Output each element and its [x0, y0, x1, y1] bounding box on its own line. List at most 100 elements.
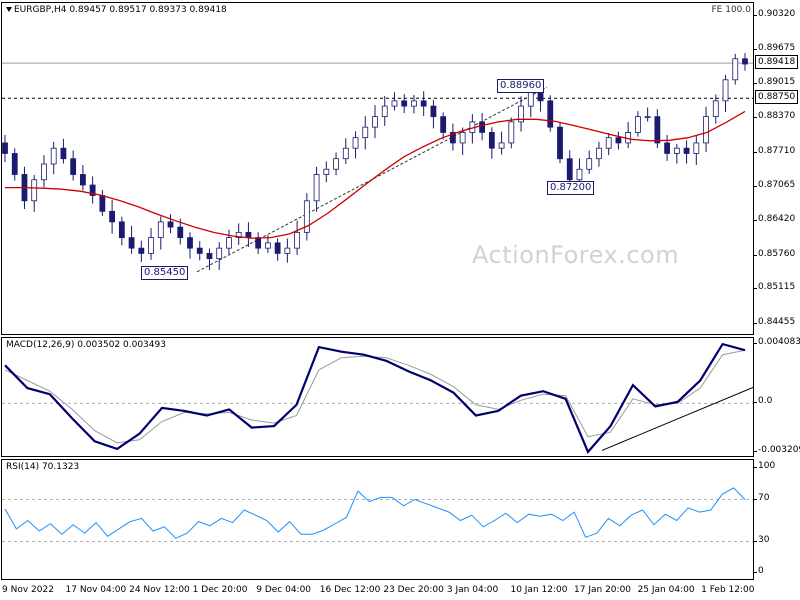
price-annotation: 0.85450	[141, 265, 189, 280]
candle-body	[342, 147, 349, 160]
candle-body	[566, 158, 573, 181]
rsi-tick-label: 0	[754, 566, 764, 576]
time-tick-label: 9 Dec 04:00	[256, 585, 312, 595]
rsi-chart[interactable]	[2, 460, 754, 580]
price-tick-label: 0.87065	[753, 179, 796, 190]
macd-tick-label: 0.004083	[754, 337, 800, 347]
candle-body	[79, 174, 86, 186]
macd-pane[interactable]: MACD(12,26,9) 0.003502 0.003493	[1, 337, 754, 457]
candle-body	[693, 142, 700, 154]
candle-body	[372, 116, 378, 128]
price-title: EURGBP,H4 0.89457 0.89517 0.89373 0.8941…	[14, 5, 227, 15]
candle-body	[391, 100, 398, 107]
candle-body	[518, 105, 524, 123]
candle-body	[498, 142, 505, 149]
candle-body	[440, 116, 447, 133]
price-annotation: 0.87200	[547, 180, 595, 195]
candle-body	[89, 184, 96, 196]
candle-body	[508, 121, 515, 144]
time-tick-label: 10 Jan 12:00	[510, 585, 568, 595]
candle-body	[99, 195, 106, 212]
macd-chart[interactable]	[2, 338, 754, 457]
candle-body	[703, 116, 709, 144]
rsi-pane[interactable]: RSI(14) 70.1323	[1, 459, 754, 580]
candle-body	[547, 100, 554, 128]
candle-body	[742, 58, 748, 65]
price-chart[interactable]	[2, 3, 754, 335]
macd-y-axis: 0.004083 0.0 -0.003209	[753, 337, 800, 457]
candle-body	[284, 247, 291, 254]
price-tick-label: 0.86420	[753, 213, 796, 224]
price-y-axis: 0.90320 0.89675 0.89015 0.88370 0.87710 0.870…	[753, 2, 800, 335]
candle-body	[294, 231, 301, 249]
candle-body	[664, 142, 671, 154]
time-tick-label: 1 Feb 12:00	[701, 585, 755, 595]
candle-body	[557, 126, 563, 160]
candle-body	[138, 247, 145, 254]
time-tick-label: 24 Nov 12:00	[129, 585, 190, 595]
candle-body	[576, 168, 583, 181]
candle-body	[313, 174, 320, 202]
watermark: ActionForex.com	[472, 241, 680, 269]
rsi-tick-label: 30	[753, 534, 770, 545]
macd-tick-label: -0.003209	[753, 445, 800, 455]
dropdown-triangle-icon	[6, 7, 12, 12]
candle-body	[615, 137, 622, 144]
candle-body	[11, 153, 18, 175]
candle-body	[118, 221, 125, 239]
candle-body	[586, 158, 593, 170]
candle-body	[50, 147, 57, 165]
macd-tick-label: 0.0	[753, 396, 773, 407]
rsi-tick-label: 100	[753, 461, 776, 471]
price-tick-label: 0.89675	[753, 42, 796, 53]
price-tick-label: 0.87710	[753, 145, 796, 156]
candle-body	[274, 242, 281, 254]
candle-body	[722, 79, 729, 102]
candle-body	[41, 163, 47, 181]
candle-body	[148, 237, 154, 254]
candle-body	[654, 116, 661, 144]
macd-signal-line	[4, 349, 746, 444]
candle-body	[362, 126, 369, 139]
time-tick-label: 9 Nov 2022	[2, 585, 54, 595]
level-price-label: 0.88750	[755, 90, 799, 105]
candle-body	[459, 132, 466, 144]
macd-title: MACD(12,26,9) 0.003502 0.003493	[6, 340, 166, 350]
time-tick-label: 3 Jan 04:00	[446, 585, 499, 595]
candle-body	[411, 100, 417, 107]
candle-body	[683, 147, 690, 154]
price-tick-label: 0.84455	[753, 317, 796, 328]
candle-body	[157, 221, 164, 239]
candle-body	[449, 132, 456, 144]
rsi-y-axis: 100 70 30 0	[753, 459, 800, 580]
candle-body	[128, 237, 135, 249]
price-annotation: 0.88960	[497, 79, 545, 94]
candle-body	[381, 105, 388, 118]
time-axis: 9 Nov 2022 17 Nov 04:00 24 Nov 12:00 1 Dec …	[0, 582, 800, 600]
fe-label: FE 100.0	[711, 5, 752, 15]
time-tick-label: 16 Dec 12:00	[319, 585, 381, 595]
candle-body	[488, 132, 495, 149]
candle-body	[732, 58, 739, 81]
candle-body	[235, 231, 242, 239]
rsi-line	[4, 487, 746, 539]
candle-body	[479, 121, 486, 133]
price-tick-label: 0.85760	[753, 248, 796, 259]
candle-body	[605, 137, 612, 149]
time-tick-label: 23 Dec 20:00	[383, 585, 444, 595]
current-price-label: 0.89418	[755, 55, 799, 70]
rsi-title: RSI(14) 70.1323	[6, 462, 80, 472]
time-tick-label: 25 Jan 04:00	[637, 585, 695, 595]
candle-body	[303, 200, 310, 233]
price-tick-label: 0.90320	[753, 8, 796, 19]
candle-body	[60, 147, 67, 160]
candle-body	[109, 210, 116, 223]
candle-body	[333, 158, 339, 170]
candle-body	[352, 137, 359, 149]
candle-body	[401, 100, 408, 107]
rsi-tick-label: 70	[753, 492, 770, 503]
candle-body	[31, 179, 38, 202]
price-pane[interactable]: EURGBP,H4 0.89457 0.89517 0.89373 0.8941…	[1, 2, 754, 335]
candle-body	[187, 237, 193, 249]
candle-body	[216, 247, 223, 260]
